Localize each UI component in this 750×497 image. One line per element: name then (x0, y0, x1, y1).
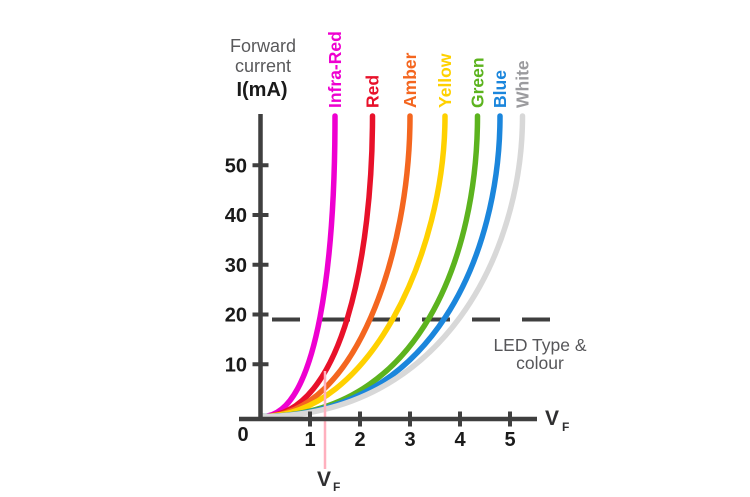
dashed-line-annotation-line1: LED Type & (493, 335, 586, 355)
series-label-blue: Blue (490, 70, 510, 108)
x-tick-label-2: 2 (354, 429, 365, 451)
y-tick-label-40: 40 (225, 205, 247, 227)
vf-marker-label-subscript: F (333, 480, 340, 494)
x-axis-label: V (545, 407, 559, 430)
curve-blue (259, 113, 503, 420)
series-label-yellow: Yellow (435, 53, 455, 108)
vf-marker-label: V (317, 468, 331, 491)
chart-text: Forward current I(mA) 0 V F LED Type & c… (230, 36, 587, 494)
x-axis-label-subscript: F (562, 420, 569, 434)
x-tick-label-3: 3 (404, 429, 415, 451)
y-tick-label-50: 50 (225, 155, 247, 177)
series-label-green: Green (468, 57, 488, 108)
series-label-white: White (513, 60, 533, 108)
axes (239, 114, 537, 427)
y-axis-title-line2: current (235, 56, 291, 76)
series-labels: Infra-Red Red Amber Yellow Green Blue White (325, 31, 533, 108)
x-tick-label-5: 5 (504, 429, 515, 451)
y-axis-title-line1: Forward (230, 36, 296, 56)
series-label-red: Red (363, 75, 383, 108)
y-tick-label-10: 10 (225, 354, 247, 376)
dashed-line-annotation-line2: colour (516, 353, 564, 373)
tick-labels: 1 2 3 4 5 10 20 30 40 50 (225, 155, 516, 451)
y-tick-label-20: 20 (225, 305, 247, 327)
y-tick-label-30: 30 (225, 255, 247, 277)
series-label-infra-red: Infra-Red (325, 31, 345, 108)
y-axis-unit-label: I(mA) (236, 79, 287, 101)
led-curves (259, 113, 526, 420)
x-tick-label-4: 4 (454, 429, 466, 451)
curve-white (259, 113, 526, 420)
curve-infra-red (259, 113, 338, 420)
series-label-amber: Amber (400, 52, 420, 108)
x-tick-label-1: 1 (304, 429, 315, 451)
curve-yellow (259, 113, 448, 420)
origin-label: 0 (237, 424, 248, 446)
